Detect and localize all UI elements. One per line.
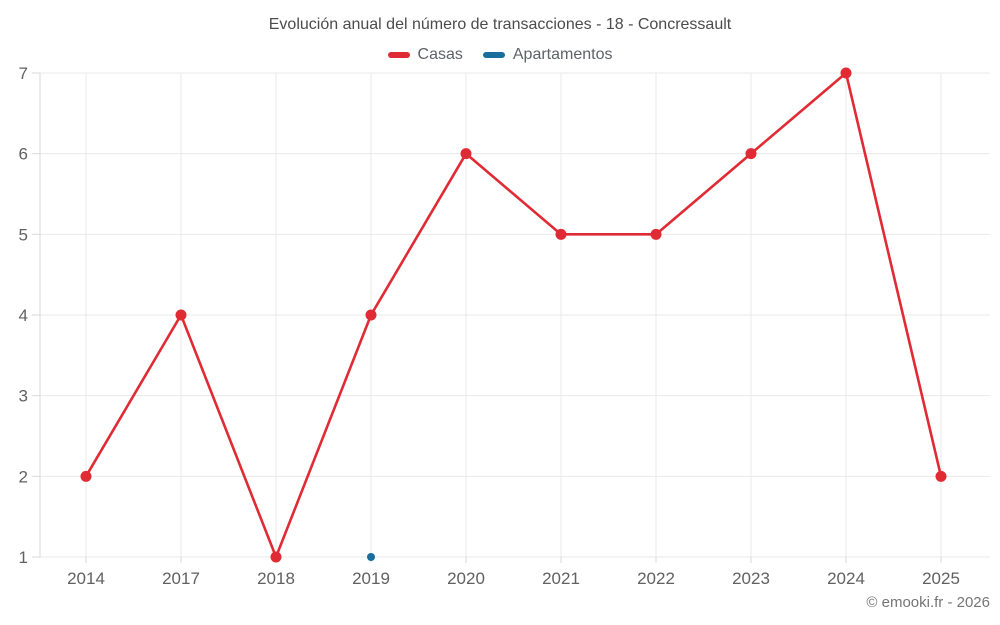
y-axis-label: 1 xyxy=(19,548,28,567)
x-axis-label: 2018 xyxy=(257,569,295,588)
data-point-apartamentos-2019[interactable] xyxy=(367,553,375,561)
y-axis-label: 6 xyxy=(19,145,28,164)
data-point-casas-2022[interactable] xyxy=(650,228,662,240)
y-axis-label: 5 xyxy=(19,225,28,244)
x-axis-label: 2022 xyxy=(637,569,675,588)
x-axis-label: 2025 xyxy=(922,569,960,588)
legend-swatch-apartamentos xyxy=(482,52,505,58)
y-axis-label: 7 xyxy=(19,64,28,83)
legend-swatch-casas xyxy=(387,52,410,58)
legend-label: Apartamentos xyxy=(512,46,613,63)
x-axis-label: 2023 xyxy=(732,569,770,588)
x-axis-label: 2021 xyxy=(542,569,580,588)
x-axis-label: 2024 xyxy=(827,569,865,588)
x-axis-label: 2017 xyxy=(162,569,200,588)
x-axis-label: 2014 xyxy=(67,569,105,588)
legend-item-apartamentos[interactable]: Apartamentos xyxy=(482,46,613,64)
data-point-casas-2020[interactable] xyxy=(460,148,472,160)
y-axis-label: 2 xyxy=(19,467,28,486)
data-point-casas-2024[interactable] xyxy=(840,67,852,79)
legend-label: Casas xyxy=(417,46,463,63)
data-point-casas-2014[interactable] xyxy=(80,470,92,482)
legend-item-casas[interactable]: Casas xyxy=(387,46,463,64)
footer-credit: © emooki.fr - 2026 xyxy=(866,594,990,611)
data-point-casas-2019[interactable] xyxy=(365,309,377,321)
chart-title: Evolución anual del número de transaccio… xyxy=(268,16,732,33)
x-axis-label: 2019 xyxy=(352,569,390,588)
legend: Casas Apartamentos xyxy=(0,46,1000,64)
y-axis-label: 4 xyxy=(19,306,28,325)
data-point-casas-2025[interactable] xyxy=(935,470,947,482)
data-point-casas-2021[interactable] xyxy=(555,228,567,240)
y-axis-label: 3 xyxy=(19,387,28,406)
data-point-casas-2018[interactable] xyxy=(270,551,282,563)
x-axis-label: 2020 xyxy=(447,569,485,588)
data-point-casas-2017[interactable] xyxy=(175,309,187,321)
data-point-casas-2023[interactable] xyxy=(745,148,757,160)
series-line-casas xyxy=(84,71,943,559)
